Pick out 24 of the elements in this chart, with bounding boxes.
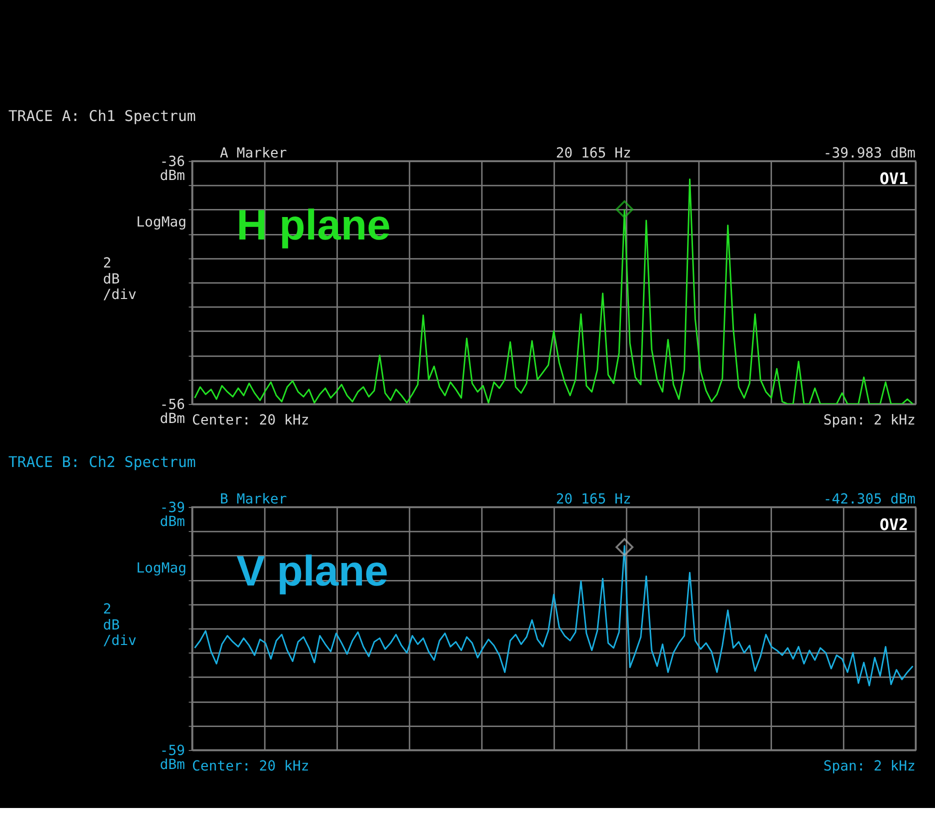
y-tick-label: -39 dBm (160, 500, 186, 530)
text: Center: 20 kHz (192, 412, 310, 428)
text: -42.305 dBm (823, 491, 916, 508)
y-axis-title: LogMag (136, 560, 186, 576)
annotation: OV2 (880, 515, 908, 534)
text: 2 dB /div (102, 256, 136, 304)
text: 20 165 Hz (556, 145, 632, 162)
y-tick-label: -56 dBm (160, 397, 186, 428)
text: A Marker (220, 145, 287, 162)
y-tick-label: -59 dBm (160, 743, 186, 774)
y-tick-label: -36 dBm (160, 154, 186, 184)
y-axis-title: LogMag (136, 214, 186, 230)
text: 2 dB /div (102, 602, 136, 650)
text: Span: 2 kHz (823, 758, 916, 774)
chart-title: TRACE B: Ch2 Spectrum (8, 454, 196, 472)
text: B Marker (220, 491, 287, 508)
text: 20 165 Hz (556, 491, 632, 508)
annotation: OV1 (880, 169, 908, 188)
text: Span: 2 kHz (823, 412, 916, 428)
text: Center: 20 kHz (192, 758, 310, 774)
series-label: V plane (236, 548, 388, 596)
chart-title: TRACE A: Ch1 Spectrum (8, 108, 196, 126)
text: -39.983 dBm (823, 145, 916, 162)
series-label: H plane (236, 202, 391, 250)
